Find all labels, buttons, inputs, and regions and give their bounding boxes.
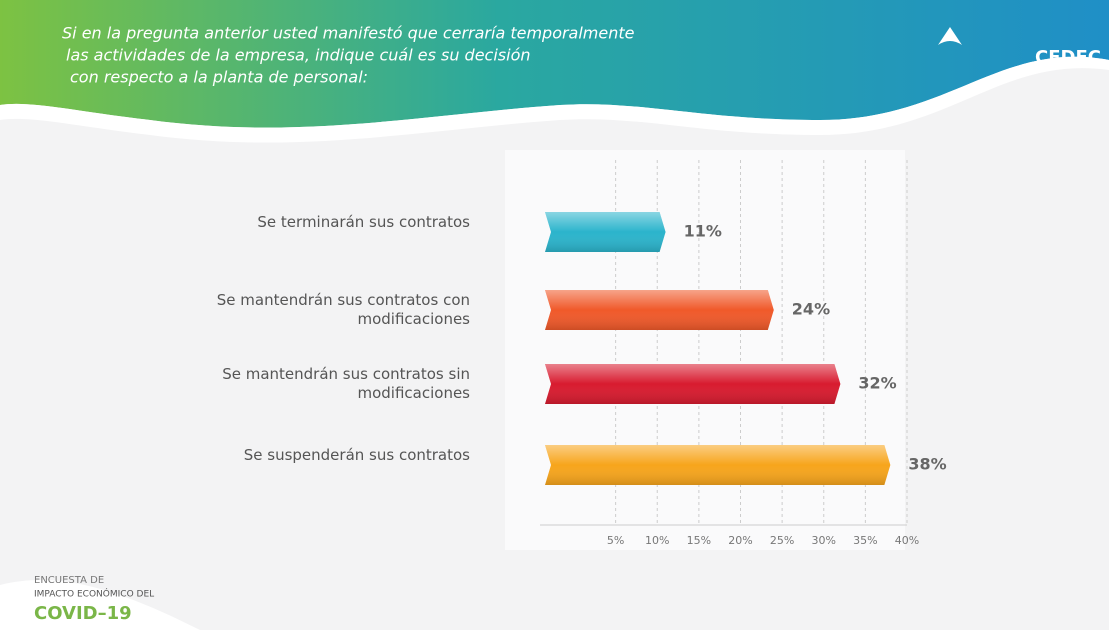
value-label: 38%: [908, 455, 946, 474]
bar-shade: [545, 212, 666, 252]
footer-line: IMPACTO ECONÓMICO DEL: [34, 588, 154, 600]
x-tick-label: 15%: [687, 534, 711, 547]
title-line: Si en la pregunta anterior usted manifes…: [62, 24, 635, 43]
header-wave: [0, 56, 1109, 143]
category-label: Se mantendrán sus contratos con modifica…: [216, 291, 470, 328]
x-tick-label: 35%: [853, 534, 877, 547]
title-line: las actividades de la empresa, indique c…: [66, 46, 531, 65]
category-label: Se mantendrán sus contratos sin modifica…: [222, 365, 470, 402]
bar-shade: [545, 290, 774, 330]
value-label: 24%: [792, 300, 830, 319]
value-label: 11%: [684, 222, 722, 241]
x-tick-label: 5%: [607, 534, 624, 547]
title-line: con respecto a la planta de personal:: [70, 68, 368, 87]
chart-panel: [505, 150, 905, 550]
x-tick-label: 10%: [645, 534, 669, 547]
category-label: Se terminarán sus contratos: [257, 213, 470, 231]
footer-line: COVID–19: [34, 603, 132, 624]
logo: CEDEC: [1035, 47, 1101, 68]
category-label: Se suspenderán sus contratos: [243, 446, 470, 464]
footer-line: ENCUESTA DE: [34, 575, 104, 586]
logo-icon: [938, 27, 962, 45]
bar-shade: [545, 364, 841, 404]
header-band: [0, 0, 1109, 128]
x-tick-label: 30%: [812, 534, 836, 547]
x-tick-label: 20%: [728, 534, 752, 547]
bar-shade: [545, 445, 891, 485]
x-tick-label: 40%: [895, 534, 919, 547]
x-tick-label: 25%: [770, 534, 794, 547]
value-label: 32%: [858, 374, 896, 393]
footer-wave: [0, 580, 200, 630]
